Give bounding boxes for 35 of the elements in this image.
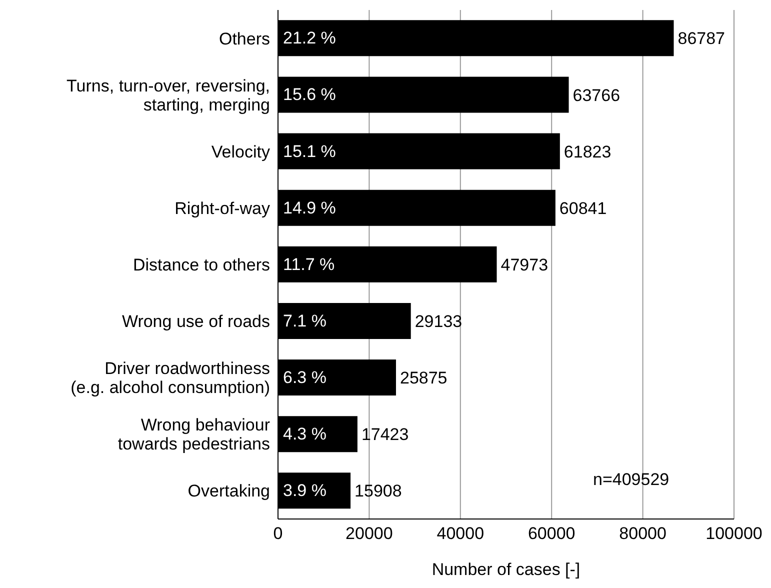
data-label: 63766 [572, 86, 620, 105]
data-label: 86787 [678, 29, 726, 48]
annotation: 15.6 % [283, 85, 336, 104]
x-tick-label: 80000 [619, 524, 666, 544]
data-label: 61823 [564, 142, 612, 162]
y-tick-label: Distance to others [132, 255, 270, 274]
x-axis-title: Number of cases [-] [432, 560, 580, 579]
x-tick-label: 0 [273, 524, 283, 544]
data-label: 60841 [559, 198, 607, 218]
y-tick-label: Others [218, 28, 270, 48]
x-tick-label: 20000 [346, 524, 393, 544]
annotation: 4.3 % [283, 424, 326, 444]
annotation: 7.1 % [283, 311, 326, 330]
y-tick-label: Wrong behaviour towards pedestrians [118, 415, 270, 454]
y-tick-label: Overtaking [188, 481, 270, 500]
data-label: 17423 [361, 425, 409, 444]
annotation: 6.3 % [283, 368, 326, 388]
annotation: 3.9 % [283, 481, 326, 500]
annotation: n=409529 [593, 470, 670, 490]
y-tick-label: Driver roadworthiness (e.g. alcohol consumption) [70, 358, 270, 397]
x-tick-label: 40000 [436, 524, 484, 544]
y-tick-label: Turns, turn-over, reversing, starting, merging [66, 76, 270, 114]
annotation: 14.9 % [283, 198, 336, 218]
annotation: 15.1 % [283, 142, 336, 161]
data-label: 15908 [354, 482, 402, 501]
data-label: 25875 [400, 368, 448, 388]
data-label: 29133 [414, 312, 462, 331]
y-tick-label: Wrong use of roads [122, 312, 270, 331]
y-tick-label: Right-of-way [174, 198, 270, 218]
x-tick-label: 100000 [706, 524, 762, 544]
y-tick-label: Velocity [211, 142, 270, 161]
data-label: 47973 [500, 255, 548, 274]
x-tick-label: 60000 [528, 524, 576, 544]
annotation: 11.7 % [283, 254, 335, 274]
annotation: 21.2 % [283, 28, 336, 48]
